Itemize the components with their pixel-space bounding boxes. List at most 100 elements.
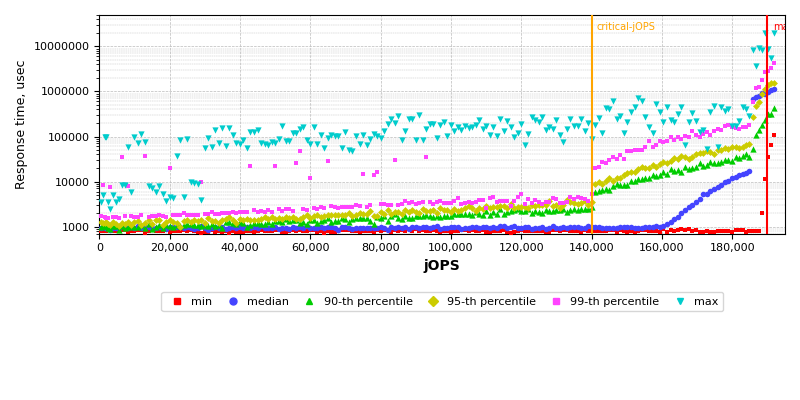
Point <box>410 201 422 208</box>
Point <box>100 214 113 221</box>
Point <box>675 152 688 159</box>
Point <box>628 146 641 153</box>
Point <box>539 202 552 208</box>
Point <box>297 219 310 225</box>
Point <box>574 206 587 213</box>
Point <box>198 229 211 236</box>
Point <box>578 227 591 233</box>
Point <box>462 228 475 234</box>
Point <box>746 114 759 120</box>
Point <box>100 219 113 225</box>
Point <box>486 228 499 234</box>
Point <box>445 212 458 219</box>
Point <box>564 206 577 213</box>
Point <box>142 217 155 224</box>
Point <box>483 132 496 138</box>
Point <box>625 169 638 176</box>
Point <box>146 184 158 191</box>
Point <box>522 196 534 202</box>
Point <box>469 209 482 216</box>
Point <box>455 210 468 217</box>
Point <box>501 229 514 236</box>
Point <box>181 212 194 218</box>
Point <box>191 217 204 224</box>
Point <box>750 132 762 138</box>
Point <box>122 229 135 235</box>
Point <box>490 225 503 231</box>
Point <box>244 224 257 231</box>
Point <box>318 230 330 236</box>
Point <box>486 194 499 200</box>
Point <box>272 214 285 221</box>
Point <box>635 146 648 153</box>
Point <box>94 213 107 219</box>
Point <box>332 212 345 218</box>
Point <box>258 228 271 234</box>
Point <box>765 87 778 93</box>
Point <box>142 214 155 220</box>
Point <box>279 225 292 231</box>
Point <box>170 222 183 228</box>
Point <box>557 227 570 234</box>
Point <box>762 68 774 74</box>
Point <box>458 200 471 206</box>
Point <box>119 225 132 231</box>
Point <box>618 172 630 178</box>
Point <box>603 157 616 163</box>
Point <box>711 125 724 132</box>
Point <box>166 228 179 234</box>
Point <box>335 227 348 234</box>
Point <box>711 227 724 234</box>
Point <box>160 197 173 204</box>
Point <box>416 213 429 219</box>
Point <box>226 132 239 139</box>
Point <box>668 119 681 126</box>
Point <box>765 80 778 86</box>
Point <box>198 221 211 228</box>
Point <box>251 217 264 224</box>
Point <box>370 227 383 234</box>
Point <box>486 224 499 230</box>
Point <box>582 223 594 230</box>
Point <box>382 206 394 213</box>
Point <box>718 122 731 129</box>
Point <box>704 132 717 138</box>
Point <box>332 218 345 224</box>
Point <box>599 105 612 112</box>
Point <box>241 224 254 230</box>
Point <box>402 226 415 232</box>
Point <box>125 213 138 219</box>
Point <box>664 166 677 172</box>
Point <box>585 199 598 205</box>
Point <box>438 200 450 206</box>
Point <box>451 228 464 234</box>
Point <box>322 158 334 164</box>
Point <box>578 128 591 134</box>
Point <box>743 228 756 235</box>
Point <box>700 129 713 135</box>
Point <box>693 128 706 135</box>
Point <box>119 221 132 228</box>
Point <box>98 133 111 140</box>
Point <box>357 228 370 235</box>
Point <box>469 198 482 205</box>
Point <box>671 227 684 233</box>
Point <box>700 190 713 197</box>
Point <box>693 196 706 202</box>
Text: max-jOPS: max-jOPS <box>773 22 800 32</box>
Point <box>427 224 440 230</box>
Point <box>138 220 151 226</box>
Point <box>599 186 612 192</box>
Point <box>206 209 218 215</box>
Point <box>762 111 774 117</box>
Point <box>618 182 630 188</box>
Point <box>564 116 577 122</box>
Point <box>174 212 186 218</box>
Point <box>325 203 338 210</box>
Point <box>693 228 706 235</box>
Point <box>195 179 208 185</box>
Point <box>574 225 587 231</box>
Point <box>632 95 645 101</box>
Point <box>585 204 598 210</box>
Point <box>392 214 405 221</box>
